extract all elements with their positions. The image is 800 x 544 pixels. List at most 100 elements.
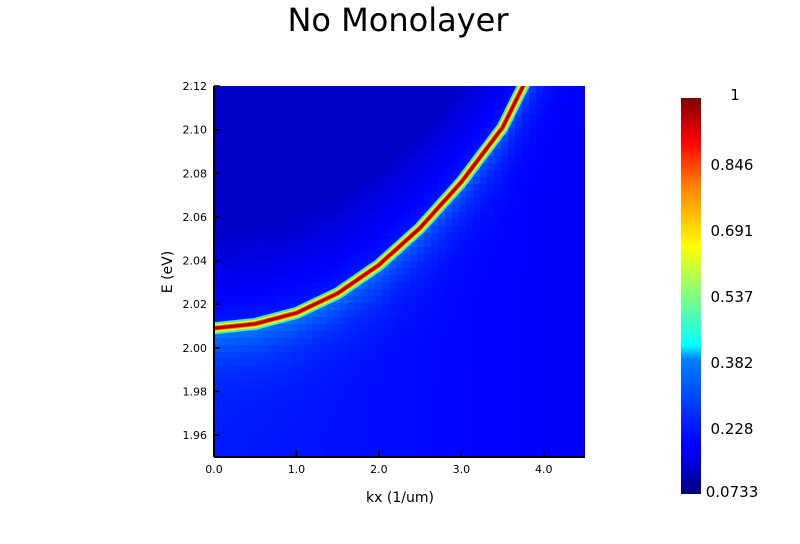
heatmap-cell	[389, 373, 397, 381]
heatmap-cell	[438, 170, 446, 178]
heatmap-cell	[543, 359, 551, 367]
heatmap-cell	[452, 436, 460, 444]
heatmap-cell	[221, 184, 229, 192]
heatmap-cell	[466, 338, 474, 346]
heatmap-cell	[347, 226, 355, 234]
heatmap-cell	[578, 268, 585, 276]
heatmap-cell	[578, 275, 585, 283]
heatmap-cell	[291, 191, 299, 199]
heatmap-cell	[494, 450, 502, 457]
heatmap-cell	[340, 233, 348, 241]
heatmap-cell	[214, 275, 222, 283]
heatmap-cell	[221, 296, 229, 304]
heatmap-cell	[347, 338, 355, 346]
heatmap-cell	[410, 275, 418, 283]
heatmap-cell	[571, 205, 579, 213]
heatmap-cell	[228, 443, 236, 451]
heatmap-cell	[529, 184, 537, 192]
heatmap-cell	[312, 268, 320, 276]
heatmap-cell	[228, 394, 236, 402]
heatmap-cell	[249, 387, 257, 395]
heatmap-cell	[319, 86, 327, 94]
heatmap-cell	[284, 359, 292, 367]
heatmap-cell	[424, 289, 432, 297]
heatmap-cell	[368, 443, 376, 451]
heatmap-cell	[508, 205, 516, 213]
heatmap-cell	[221, 345, 229, 353]
heatmap-cell	[228, 170, 236, 178]
heatmap-cell	[263, 100, 271, 108]
heatmap-cell	[284, 240, 292, 248]
heatmap-cell	[543, 443, 551, 451]
heatmap-cell	[438, 345, 446, 353]
heatmap-cell	[312, 387, 320, 395]
heatmap-cell	[284, 114, 292, 122]
heatmap-cell	[459, 373, 467, 381]
heatmap-cell	[536, 233, 544, 241]
heatmap-cell	[228, 93, 236, 101]
heatmap-cell	[438, 331, 446, 339]
heatmap-cell	[410, 163, 418, 171]
heatmap-cell	[403, 338, 411, 346]
heatmap-cell	[494, 401, 502, 409]
heatmap-cell	[333, 387, 341, 395]
heatmap-cell	[214, 373, 222, 381]
heatmap-cell	[235, 268, 243, 276]
heatmap-cell	[515, 415, 523, 423]
heatmap-cell	[235, 296, 243, 304]
heatmap-cell	[487, 338, 495, 346]
heatmap-cell	[263, 233, 271, 241]
heatmap-cell	[284, 394, 292, 402]
heatmap-cell	[340, 219, 348, 227]
heatmap-cell	[515, 212, 523, 220]
heatmap-cell	[438, 352, 446, 360]
heatmap-cell	[361, 401, 369, 409]
heatmap-cell	[361, 415, 369, 423]
heatmap-cell	[515, 219, 523, 227]
heatmap-cell	[305, 163, 313, 171]
heatmap-cell	[424, 275, 432, 283]
heatmap-cell	[242, 401, 250, 409]
heatmap-cell	[354, 86, 362, 94]
heatmap-cell	[473, 282, 481, 290]
heatmap-cell	[333, 170, 341, 178]
heatmap-cell	[410, 282, 418, 290]
heatmap-cell	[347, 310, 355, 318]
heatmap-cell	[235, 345, 243, 353]
heatmap-cell	[410, 170, 418, 178]
heatmap-cell	[501, 100, 509, 108]
heatmap-cell	[571, 233, 579, 241]
heatmap-cell	[557, 303, 565, 311]
heatmap-cell	[235, 226, 243, 234]
heatmap-cell	[333, 408, 341, 416]
heatmap-cell	[410, 128, 418, 136]
heatmap-cell	[473, 240, 481, 248]
heatmap-cell	[389, 443, 397, 451]
heatmap-cell	[242, 408, 250, 416]
heatmap-cell	[543, 142, 551, 150]
heatmap-cell	[445, 226, 453, 234]
heatmap-cell	[242, 114, 250, 122]
heatmap-cell	[368, 310, 376, 318]
heatmap-cell	[214, 352, 222, 360]
heatmap-cell	[242, 275, 250, 283]
heatmap-cell	[242, 233, 250, 241]
heatmap-cell	[431, 100, 439, 108]
heatmap-cell	[333, 282, 341, 290]
heatmap-cell	[340, 135, 348, 143]
heatmap-cell	[459, 394, 467, 402]
heatmap-cell	[466, 219, 474, 227]
heatmap-cell	[347, 422, 355, 430]
heatmap-cell	[571, 219, 579, 227]
heatmap-cell	[270, 331, 278, 339]
heatmap-cell	[452, 359, 460, 367]
heatmap-cell	[536, 254, 544, 262]
heatmap-cell	[578, 240, 585, 248]
heatmap-cell	[319, 450, 327, 457]
heatmap-cell	[431, 436, 439, 444]
heatmap-cell	[431, 163, 439, 171]
heatmap-cell	[480, 261, 488, 269]
heatmap-cell	[424, 345, 432, 353]
heatmap-cell	[508, 338, 516, 346]
heatmap-cell	[242, 226, 250, 234]
